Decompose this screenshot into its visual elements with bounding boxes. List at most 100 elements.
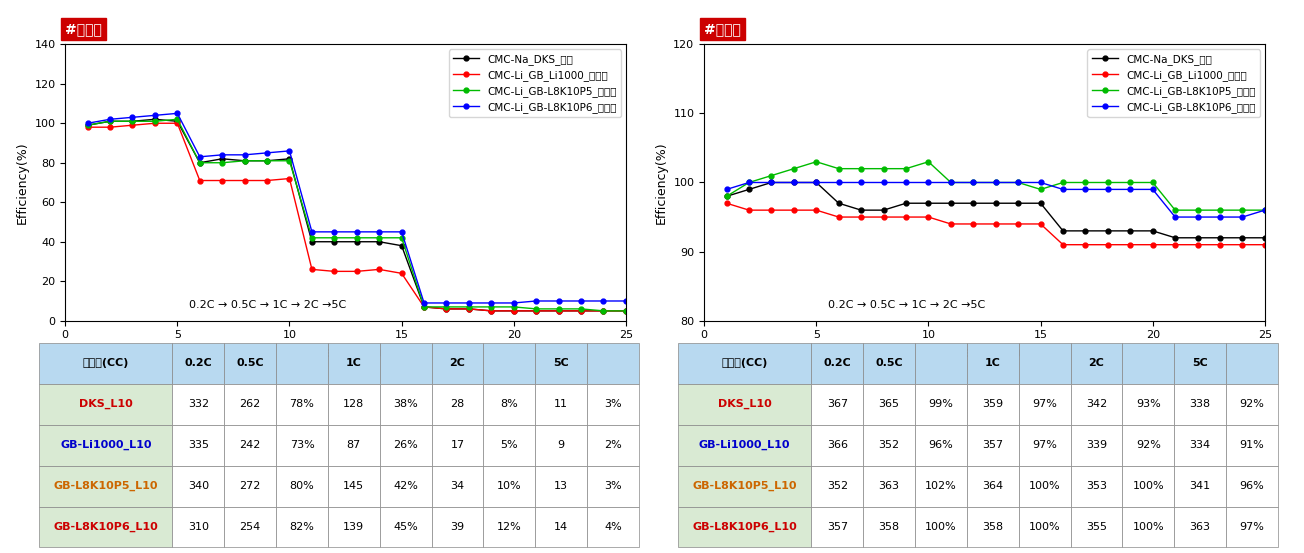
X-axis label: Cycle number: Cycle number (931, 346, 1038, 360)
CMC-Li_GB-L8K10P6_지엘켜 (1101, 186, 1116, 193)
CMC-Li_GB-L8K10P6_지엘켜 (304, 228, 319, 235)
CMC-Na_DKS_일본 (921, 200, 936, 206)
CMC-Na_DKS_일본 (416, 304, 432, 310)
CMC-Na_DKS_일본 (326, 238, 342, 245)
CMC-Li_GB-L8K10P6_지엘켜 (876, 179, 892, 186)
CMC-Li_GB-L8K10P6_지엘켜 (921, 179, 936, 186)
CMC-Li_GB-L8K10P6_지엘켜 (943, 179, 958, 186)
CMC-Na_DKS_일본 (831, 200, 846, 206)
CMC-Li_GB_Li1000_지엘켜 (326, 268, 342, 275)
CMC-Li_GB_Li1000_지엘켜 (764, 207, 780, 213)
CMC-Li_GB-L8K10P5_지엘켜 (1145, 179, 1161, 186)
CMC-Li_GB_Li1000_지엘켜 (506, 307, 522, 314)
CMC-Li_GB_Li1000_지엘켜 (125, 122, 141, 128)
CMC-Li_GB_Li1000_지엘켜 (102, 124, 117, 131)
CMC-Li_GB_Li1000_지엘켜 (1077, 241, 1093, 248)
Text: #충전율: #충전율 (65, 22, 102, 36)
CMC-Li_GB-L8K10P6_지엘켜 (282, 148, 297, 154)
CMC-Na_DKS_일본 (988, 200, 1004, 206)
CMC-Li_GB_Li1000_지엘켜 (831, 214, 846, 221)
CMC-Na_DKS_일본 (876, 207, 892, 213)
CMC-Na_DKS_일본 (1189, 234, 1205, 241)
CMC-Li_GB-L8K10P5_지엘켜 (528, 306, 544, 312)
CMC-Li_GB_Li1000_지엘켜 (1055, 241, 1071, 248)
CMC-Li_GB-L8K10P5_지엘켜 (618, 307, 634, 314)
CMC-Li_GB-L8K10P6_지엘켜 (259, 149, 275, 156)
CMC-Li_GB-L8K10P5_지엘켜 (1101, 179, 1116, 186)
CMC-Li_GB-L8K10P5_지엘켜 (988, 179, 1004, 186)
CMC-Na_DKS_일본 (1145, 228, 1161, 234)
CMC-Li_GB-L8K10P6_지엘켜 (237, 152, 253, 158)
CMC-Li_GB_Li1000_지엘켜 (741, 207, 756, 213)
CMC-Li_GB-L8K10P5_지엘켜 (506, 304, 522, 310)
Line: CMC-Na_DKS_일본: CMC-Na_DKS_일본 (724, 180, 1267, 240)
CMC-Li_GB-L8K10P6_지엘켜 (898, 179, 914, 186)
CMC-Na_DKS_일본 (304, 238, 319, 245)
CMC-Li_GB-L8K10P6_지엘켜 (596, 298, 612, 304)
CMC-Li_GB_Li1000_지엘켜 (988, 221, 1004, 227)
CMC-Li_GB-L8K10P6_지엘켜 (764, 179, 780, 186)
CMC-Li_GB_Li1000_지엘켜 (1101, 241, 1116, 248)
CMC-Li_GB-L8K10P5_지엘켜 (192, 159, 207, 166)
CMC-Na_DKS_일본 (484, 307, 499, 314)
CMC-Li_GB-L8K10P5_지엘켜 (1011, 179, 1026, 186)
CMC-Li_GB_Li1000_지엘켜 (898, 214, 914, 221)
CMC-Li_GB-L8K10P6_지엘켜 (528, 298, 544, 304)
CMC-Li_GB-L8K10P6_지엘켜 (1033, 179, 1048, 186)
CMC-Na_DKS_일본 (1055, 228, 1071, 234)
CMC-Li_GB_Li1000_지엘켜 (853, 214, 868, 221)
CMC-Na_DKS_일본 (1011, 200, 1026, 206)
CMC-Li_GB-L8K10P6_지엘켜 (831, 179, 846, 186)
CMC-Li_GB-L8K10P5_지엘켜 (394, 234, 409, 241)
CMC-Li_GB-L8K10P5_지엘켜 (372, 234, 387, 241)
CMC-Li_GB-L8K10P5_지엘켜 (550, 306, 566, 312)
CMC-Na_DKS_일본 (965, 200, 981, 206)
CMC-Li_GB-L8K10P5_지엘켜 (1123, 179, 1138, 186)
CMC-Na_DKS_일본 (1213, 234, 1228, 241)
CMC-Li_GB_Li1000_지엘켜 (1189, 241, 1205, 248)
CMC-Li_GB-L8K10P5_지엘켜 (438, 304, 454, 310)
CMC-Li_GB-L8K10P6_지엘켜 (1011, 179, 1026, 186)
CMC-Na_DKS_일본 (853, 207, 868, 213)
CMC-Na_DKS_일본 (192, 159, 207, 166)
CMC-Li_GB-L8K10P6_지엘켜 (462, 300, 477, 306)
CMC-Li_GB-L8K10P5_지엘켜 (326, 234, 342, 241)
CMC-Li_GB-L8K10P6_지엘켜 (1235, 214, 1251, 221)
CMC-Li_GB-L8K10P6_지엘켜 (853, 179, 868, 186)
CMC-Li_GB_Li1000_지엘켜 (596, 307, 612, 314)
CMC-Li_GB_Li1000_지엘켜 (349, 268, 365, 275)
CMC-Li_GB_Li1000_지엘켜 (192, 177, 207, 184)
CMC-Na_DKS_일본 (1123, 228, 1138, 234)
Text: 0.2C → 0.5C → 1C → 2C →5C: 0.2C → 0.5C → 1C → 2C →5C (189, 300, 346, 310)
CMC-Li_GB_Li1000_지엘켜 (1011, 221, 1026, 227)
CMC-Li_GB-L8K10P6_지엘켜 (214, 152, 230, 158)
CMC-Li_GB-L8K10P6_지엘켜 (1257, 207, 1273, 213)
CMC-Li_GB-L8K10P5_지엘켜 (170, 116, 185, 123)
CMC-Na_DKS_일본 (102, 118, 117, 124)
Line: CMC-Li_GB-L8K10P5_지엘켜: CMC-Li_GB-L8K10P5_지엘켜 (85, 117, 629, 314)
CMC-Na_DKS_일본 (438, 306, 454, 312)
Line: CMC-Li_GB-L8K10P6_지엘켜: CMC-Li_GB-L8K10P6_지엘켜 (724, 180, 1267, 220)
CMC-Na_DKS_일본 (462, 306, 477, 312)
CMC-Li_GB-L8K10P5_지엘켜 (214, 159, 230, 166)
CMC-Li_GB-L8K10P6_지엘켜 (349, 228, 365, 235)
Legend: CMC-Na_DKS_일본, CMC-Li_GB_Li1000_지엘켜, CMC-Li_GB-L8K10P5_지엘켜, CMC-Li_GB-L8K10P6_지엘: CMC-Na_DKS_일본, CMC-Li_GB_Li1000_지엘켜, CMC… (449, 49, 621, 117)
CMC-Li_GB-L8K10P5_지엘켜 (764, 173, 780, 179)
CMC-Li_GB_Li1000_지엘켜 (372, 266, 387, 273)
CMC-Li_GB-L8K10P6_지엘켜 (192, 154, 207, 160)
CMC-Li_GB-L8K10P6_지엘켜 (326, 228, 342, 235)
CMC-Na_DKS_일본 (125, 118, 141, 124)
CMC-Li_GB-L8K10P6_지엘켜 (1213, 214, 1228, 221)
CMC-Li_GB-L8K10P5_지엘켜 (741, 179, 756, 186)
CMC-Li_GB-L8K10P6_지엘켜 (1055, 186, 1071, 193)
CMC-Li_GB_Li1000_지엘켜 (965, 221, 981, 227)
CMC-Li_GB-L8K10P5_지엘켜 (831, 165, 846, 172)
CMC-Na_DKS_일본 (764, 179, 780, 186)
Line: CMC-Li_GB-L8K10P5_지엘켜: CMC-Li_GB-L8K10P5_지엘켜 (724, 159, 1267, 212)
CMC-Na_DKS_일본 (596, 307, 612, 314)
CMC-Li_GB_Li1000_지엘켜 (921, 214, 936, 221)
CMC-Li_GB_Li1000_지엘켜 (719, 200, 734, 206)
CMC-Na_DKS_일본 (282, 155, 297, 162)
CMC-Li_GB_Li1000_지엘켜 (1257, 241, 1273, 248)
CMC-Li_GB-L8K10P5_지엘켜 (1235, 207, 1251, 213)
